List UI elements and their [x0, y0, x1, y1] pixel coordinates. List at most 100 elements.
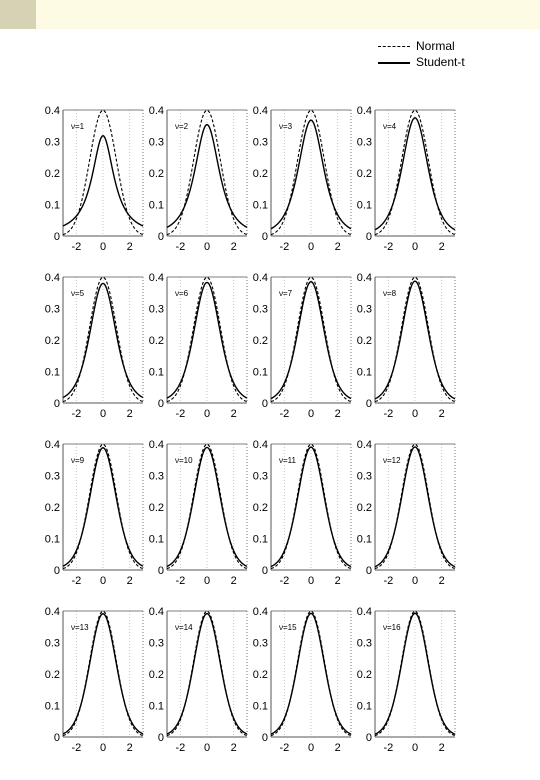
panel-label: ν=2 [175, 122, 189, 131]
y-tick-label: 0.2 [45, 168, 60, 180]
series-normal-line [166, 109, 248, 236]
y-tick-label: 0.2 [149, 168, 164, 180]
series-student-t-line [374, 280, 456, 400]
x-tick-label: -2 [175, 742, 185, 754]
y-tick-label: 0.4 [149, 105, 164, 117]
x-tick-label: -2 [71, 408, 81, 420]
panel-label: ν=6 [175, 289, 189, 298]
panel-label: ν=14 [175, 623, 193, 632]
corner-swatch [0, 0, 36, 29]
panel-label: ν=15 [279, 623, 297, 632]
y-tick-label: 0.1 [45, 367, 60, 379]
series-normal-line [62, 109, 144, 236]
x-tick-label: 0 [204, 241, 210, 253]
panel-label: ν=11 [279, 456, 297, 465]
y-tick-label: 0 [158, 565, 164, 577]
x-tick-label: -2 [175, 575, 185, 587]
y-tick-label: 0.3 [253, 471, 268, 483]
panel-label: ν=13 [71, 623, 89, 632]
panel-label: ν=7 [279, 289, 293, 298]
y-tick-label: 0.4 [149, 272, 164, 284]
x-tick-label: -2 [175, 241, 185, 253]
y-tick-label: 0.1 [253, 701, 268, 713]
series-normal-line [374, 276, 456, 403]
series-student-t-line [270, 446, 352, 568]
panel-label: ν=3 [279, 122, 293, 131]
panel-nu-1: 0 0.1 0.2 0.3 0.4 -2 0 2 ν=1 [45, 105, 144, 253]
series-normal-line [374, 443, 456, 570]
y-tick-label: 0.4 [253, 439, 268, 451]
x-tick-label: 2 [127, 742, 133, 754]
panel-nu-13: 0 0.1 0.2 0.3 0.4 -2 0 2 ν=13 [45, 606, 144, 754]
x-tick-label: -2 [279, 408, 289, 420]
panel-nu-3: 0 0.1 0.2 0.3 0.4 -2 0 2 ν=3 [253, 105, 352, 253]
y-tick-label: 0.4 [357, 439, 372, 451]
x-tick-label: 0 [412, 575, 418, 587]
x-tick-label: 0 [308, 742, 314, 754]
y-tick-label: 0.2 [149, 669, 164, 681]
y-tick-label: 0.2 [357, 168, 372, 180]
y-tick-label: 0.1 [45, 200, 60, 212]
panel-nu-12: 0 0.1 0.2 0.3 0.4 -2 0 2 ν=12 [357, 439, 456, 587]
series-normal-line [374, 109, 456, 236]
y-tick-label: 0.1 [357, 367, 372, 379]
x-tick-label: 2 [231, 742, 237, 754]
y-tick-label: 0.1 [45, 701, 60, 713]
y-tick-label: 0 [366, 231, 372, 243]
y-tick-label: 0.4 [253, 272, 268, 284]
x-tick-label: 0 [100, 408, 106, 420]
y-tick-label: 0 [54, 565, 60, 577]
panel-nu-10: 0 0.1 0.2 0.3 0.4 -2 0 2 ν=10 [149, 439, 248, 587]
y-tick-label: 0.2 [357, 669, 372, 681]
x-tick-label: 2 [335, 408, 341, 420]
y-tick-label: 0 [262, 231, 268, 243]
y-tick-label: 0.1 [149, 200, 164, 212]
x-tick-label: 2 [231, 408, 237, 420]
y-tick-label: 0.3 [149, 471, 164, 483]
x-tick-label: 0 [100, 575, 106, 587]
x-tick-label: 0 [412, 408, 418, 420]
series-normal-line [166, 443, 248, 570]
panel-label: ν=12 [383, 456, 401, 465]
panel-label: ν=10 [175, 456, 193, 465]
y-tick-label: 0 [54, 398, 60, 410]
y-tick-label: 0 [158, 732, 164, 744]
series-student-t-line [62, 447, 144, 567]
series-student-t-line [374, 117, 456, 231]
y-tick-label: 0.3 [149, 137, 164, 149]
y-tick-label: 0.4 [45, 606, 60, 618]
panel-label: ν=16 [383, 623, 401, 632]
y-tick-label: 0.1 [149, 367, 164, 379]
series-student-t-line [270, 281, 352, 400]
y-tick-label: 0.1 [357, 534, 372, 546]
series-normal-line [166, 276, 248, 403]
x-tick-label: 0 [308, 575, 314, 587]
x-tick-label: -2 [279, 575, 289, 587]
x-tick-label: -2 [383, 408, 393, 420]
x-tick-label: 2 [439, 575, 445, 587]
panel-nu-9: 0 0.1 0.2 0.3 0.4 -2 0 2 ν=9 [45, 439, 144, 587]
top-bar [0, 0, 540, 29]
y-tick-label: 0 [366, 732, 372, 744]
x-tick-label: 2 [335, 575, 341, 587]
x-tick-label: 2 [231, 241, 237, 253]
chart-legend: Normal Student-t [378, 38, 528, 72]
x-tick-label: 2 [335, 742, 341, 754]
x-tick-label: 0 [204, 742, 210, 754]
legend-swatch-solid [378, 62, 410, 64]
y-tick-label: 0.4 [253, 105, 268, 117]
y-tick-label: 0.4 [149, 606, 164, 618]
y-tick-label: 0.2 [253, 168, 268, 180]
legend-swatch-dashed [378, 46, 410, 47]
x-tick-label: 0 [204, 575, 210, 587]
y-tick-label: 0.4 [45, 439, 60, 451]
x-tick-label: -2 [383, 241, 393, 253]
panel-nu-14: 0 0.1 0.2 0.3 0.4 -2 0 2 ν=14 [149, 606, 248, 754]
series-student-t-line [62, 282, 144, 399]
y-tick-label: 0.3 [253, 638, 268, 650]
x-tick-label: -2 [71, 575, 81, 587]
y-tick-label: 0.1 [253, 534, 268, 546]
series-student-t-line [62, 612, 144, 735]
y-tick-label: 0.3 [45, 304, 60, 316]
x-tick-label: 2 [127, 408, 133, 420]
